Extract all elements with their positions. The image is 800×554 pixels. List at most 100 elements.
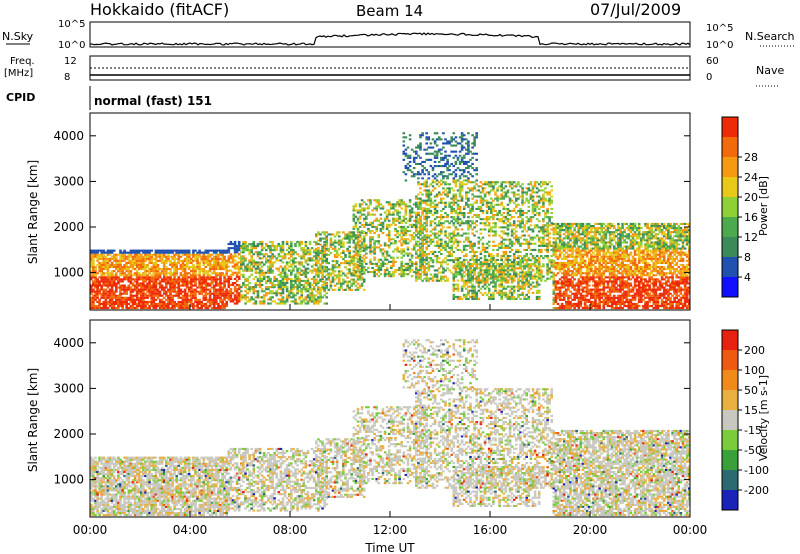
power-scatter-cell — [294, 279, 297, 282]
power-scatter-cell — [467, 238, 470, 241]
power-scatter-cell — [227, 292, 231, 295]
power-scatter-cell — [435, 156, 439, 159]
power-scatter-cell — [271, 255, 274, 258]
power-scatter-cell — [423, 273, 426, 276]
power-scatter-cell — [152, 266, 156, 269]
power-scatter-cell — [454, 154, 458, 157]
power-scatter-cell — [160, 259, 164, 262]
power-scatter-cell — [406, 262, 410, 265]
power-scatter-cell — [219, 290, 222, 293]
power-scatter-cell — [367, 199, 370, 202]
power-scatter-cell — [231, 292, 235, 295]
power-scatter-cell — [433, 142, 437, 145]
power-scatter-cell — [469, 250, 472, 253]
power-scatter-cell — [110, 255, 114, 258]
power-scatter-cell — [465, 195, 468, 198]
power-scatter-cell — [169, 307, 172, 310]
power-scatter-cell — [390, 205, 393, 208]
power-scatter-cell — [442, 171, 445, 174]
power-scatter-cell — [194, 290, 197, 293]
power-scatter-cell — [233, 255, 237, 258]
power-scatter-cell — [173, 305, 176, 308]
power-scatter-cell — [483, 195, 487, 198]
power-scatter-cell — [169, 296, 172, 299]
power-scatter-cell — [127, 284, 131, 287]
cpid-panel: CPID normal (fast) 151 — [6, 86, 212, 110]
power-scatter-cell — [358, 260, 362, 263]
power-scatter-cell — [512, 201, 516, 204]
power-scatter-cell — [94, 272, 97, 275]
power-scatter-cell — [525, 248, 528, 251]
power-scatter-cell — [127, 278, 131, 281]
power-scatter-cell — [398, 240, 401, 243]
power-scatter-cell — [483, 193, 487, 196]
power-scatter-cell — [227, 282, 231, 285]
power-scatter-cell — [290, 273, 293, 276]
power-scatter-cell — [548, 271, 551, 274]
power-scatter-cell — [375, 264, 378, 267]
power-scatter-cell — [181, 280, 185, 283]
power-scatter-cell — [362, 236, 366, 239]
power-scatter-cell — [462, 244, 466, 247]
power-scatter-cell — [242, 243, 245, 246]
date-title: 07/Jul/2009 — [590, 0, 682, 19]
power-scatter-cell — [248, 290, 251, 293]
power-scatter-cell — [392, 271, 395, 274]
power-scatter-cell — [340, 239, 343, 242]
power-scatter-cell — [131, 261, 135, 264]
power-scatter-cell — [410, 148, 414, 151]
power-scatter-cell — [429, 203, 433, 206]
power-scatter-cell — [235, 290, 239, 293]
power-scatter-cell — [473, 214, 476, 217]
power-scatter-cell — [448, 165, 451, 168]
power-scatter-cell — [512, 191, 516, 194]
power-scatter-cell — [419, 273, 422, 276]
power-scatter-cell — [485, 242, 489, 245]
power-scatter-cell — [373, 240, 376, 243]
power-scatter-cell — [487, 230, 491, 233]
power-scatter-cell — [94, 282, 97, 285]
power-scatter-cell — [262, 263, 266, 266]
power-scatter-cell — [425, 207, 428, 210]
power-scatter-cell — [250, 251, 253, 254]
power-scatter-cell — [225, 288, 228, 291]
power-scatter-cell — [452, 232, 456, 235]
power-scatter-cell — [135, 302, 139, 305]
power-scatter-cell — [548, 242, 551, 245]
power-scatter-cell — [246, 300, 249, 303]
power-scatter-cell — [535, 275, 539, 278]
power-scatter-cell — [352, 254, 356, 257]
power-scatter-cell — [446, 193, 449, 196]
power-scatter-cell — [308, 257, 312, 260]
power-scatter-cell — [448, 253, 451, 256]
power-scatter-cell — [110, 292, 114, 295]
power-scatter-cell — [190, 290, 193, 293]
power-scatter-cell — [277, 284, 281, 287]
power-scatter-cell — [110, 302, 114, 305]
power-scatter-cell — [296, 279, 299, 282]
power-scatter-cell — [537, 240, 541, 243]
power-scatter-cell — [410, 209, 414, 212]
power-scatter-cell — [440, 275, 443, 278]
power-scatter-cell — [196, 268, 199, 271]
power-scatter-cell — [367, 205, 370, 208]
power-scatter-cell — [471, 205, 474, 208]
power-scatter-cell — [458, 212, 462, 215]
power-scatter-cell — [235, 245, 239, 248]
power-scatter-cell — [273, 279, 276, 282]
power-scatter-cell — [412, 223, 416, 226]
power-scatter-cell — [171, 251, 174, 254]
power-scatter-cell — [321, 265, 324, 268]
power-scatter-cell — [433, 156, 437, 159]
power-scatter-cell — [502, 238, 506, 241]
power-scatter-cell — [487, 253, 491, 256]
power-scatter-cell — [362, 213, 366, 216]
power-scatter-cell — [225, 268, 228, 271]
power-scatter-cell — [440, 173, 443, 176]
power-scatter-cell — [135, 257, 139, 260]
power-scatter-cell — [104, 298, 108, 301]
power-scatter-cell — [150, 253, 153, 256]
power-scatter-cell — [198, 290, 201, 293]
power-scatter-cell — [133, 253, 137, 256]
power-scatter-cell — [117, 263, 120, 266]
